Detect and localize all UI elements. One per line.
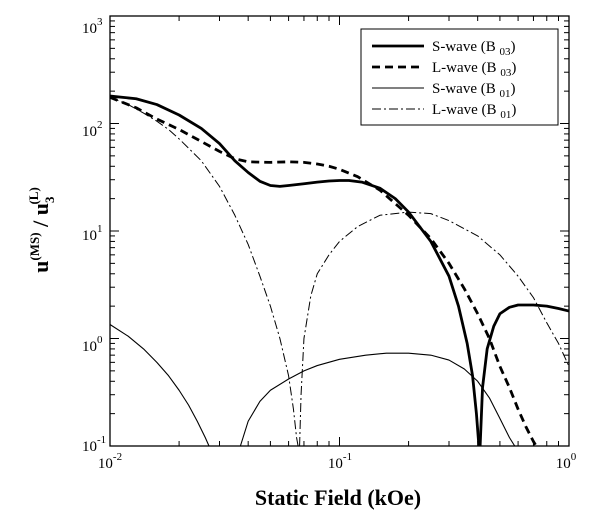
y-tick-label-1e0: 100 (82, 334, 103, 355)
y-tick-label-1e1: 101 (82, 223, 103, 244)
x-tick-labels: 10-2 10-1 100 (98, 451, 577, 472)
series-line-thick-solid-0 (109, 94, 481, 447)
legend-label-2: S-wave (B 01) (432, 81, 516, 100)
y-tick-labels: 10-1 100 101 102 103 (82, 16, 106, 455)
legend-label-3: L-wave (B 01) (432, 102, 516, 121)
y-axis-title: u(MS) / u3(L) (26, 187, 57, 273)
series-line-thin-dashdot-6 (299, 211, 570, 447)
x-tick-label-1e-2: 10-2 (98, 451, 122, 472)
y-tick-label-1e3: 103 (82, 16, 103, 37)
y-tick-label-1e-1: 10-1 (82, 434, 106, 455)
y-tick-label-1e2: 102 (82, 119, 103, 140)
legend-label-0: S-wave (B 03) (432, 39, 516, 58)
series-layer (109, 94, 570, 447)
legend: S-wave (B 03) L-wave (B 03) S-wave (B 01) L… (360, 28, 559, 126)
series-line-thin-solid-4 (239, 352, 516, 447)
series-line-thin-solid-3 (109, 324, 210, 447)
x-tick-label-1e-1: 10-1 (328, 451, 352, 472)
x-tick-label-1e0: 100 (556, 451, 577, 472)
series-line-thick-dashed-2 (109, 96, 538, 447)
axis-ticks (109, 16, 569, 447)
series-line-thin-dashdot-5 (109, 96, 299, 447)
legend-label-1: L-wave (B 03) (432, 60, 516, 79)
series-line-thick-solid-1 (478, 303, 570, 447)
x-axis-title: Static Field (kOe) (255, 485, 421, 510)
